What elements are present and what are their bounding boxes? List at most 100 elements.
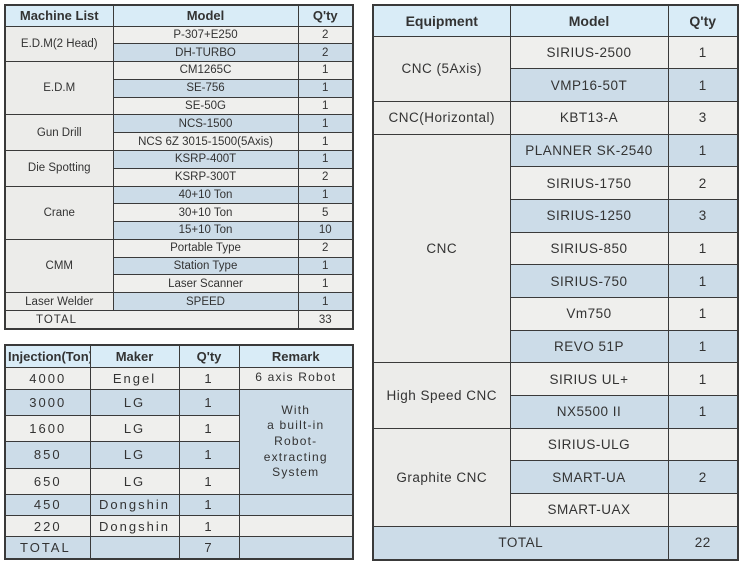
qty-cell: 1 [178, 493, 240, 517]
qty-cell: 2 [667, 166, 739, 200]
model-cell: SIRIUS UL+ [509, 362, 669, 396]
machine-list-header: Machine List Model Q'ty [4, 4, 354, 27]
maker-cell: Dongshin [89, 493, 180, 517]
qty-cell: 1 [297, 292, 354, 311]
table-row: Station Type 1 [5, 256, 354, 276]
remark-cell [238, 515, 354, 538]
column-header: Remark [238, 344, 354, 368]
table-row: 450 Dongshin 1 [4, 493, 354, 517]
qty-cell: 2 [297, 25, 354, 45]
model-cell: 30+10 Ton [112, 203, 299, 223]
total-row: TOTAL 22 [372, 525, 739, 561]
qty-cell: 2 [667, 460, 739, 494]
qty-cell: 2 [297, 43, 354, 63]
equipment-header: Equipment Model Q'ty [372, 4, 739, 37]
qty-cell: 1 [667, 296, 739, 331]
table-row: CNC(Horizontal) KBT13-A 3 [372, 100, 739, 135]
table-row: Laser Welder SPEED 1 [4, 292, 354, 311]
model-cell: SIRIUS-850 [509, 231, 669, 266]
group-cell: CNC(Horizontal) [372, 100, 511, 135]
group-cell: CNC [372, 133, 511, 364]
ton-cell: 1600 [4, 414, 91, 443]
qty-cell: 10 [297, 221, 354, 240]
group-cell: Graphite CNC [372, 427, 511, 527]
group-cell: Crane [4, 185, 114, 240]
model-cell: Laser Scanner [112, 274, 299, 294]
remark-cell: With a built-in Robot- extracting System [238, 388, 354, 495]
table-row: High Speed CNC SIRIUS UL+ 1 [372, 362, 739, 429]
injection-body: 4000 Engel 1 6 axis Robot 3000 LG 1 With a buil… [4, 366, 354, 560]
model-cell: Portable Type [112, 238, 299, 258]
column-header: Q'ty [667, 4, 739, 37]
qty-cell: 1 [178, 388, 240, 416]
table-row: VMP16-50T 1 [373, 68, 739, 102]
total-label-cell: TOTAL [4, 310, 299, 330]
qty-cell: 3 [667, 100, 739, 135]
group-cell: CNC (5Axis) [372, 35, 511, 102]
column-header: Machine List [4, 4, 114, 27]
model-cell: Station Type [112, 256, 299, 276]
table-row: Gun Drill NCS-1500 1 [4, 114, 354, 151]
model-cell: SIRIUS-750 [509, 264, 669, 298]
qty-cell [667, 427, 739, 462]
table-row: E.D.M CM1265C 1 [4, 61, 354, 116]
model-cell: SE-756 [112, 78, 299, 98]
machine-list-body: E.D.M(2 Head) P-307+E250 2 DH-TURBO 2 E.D.M CM… [4, 25, 354, 330]
total-row: TOTAL 7 [4, 536, 354, 560]
qty-cell: 1 [297, 61, 354, 80]
maker-cell [89, 536, 180, 560]
equipment-body: CNC (5Axis) SIRIUS-2500 1 VMP16-50T 1 CNC(Hor… [372, 35, 739, 561]
table-row: Die Spotting KSRP-400T 1 [4, 149, 354, 187]
group-cell: E.D.M [4, 61, 114, 116]
machine-list-panel: Machine List Model Q'ty E.D.M(2 Head) P-307… [4, 4, 354, 330]
maker-cell: LG [89, 441, 180, 469]
model-cell: Vm750 [509, 296, 669, 331]
qty-cell: 1 [178, 441, 240, 469]
qty-cell: 1 [667, 231, 739, 266]
table-row: NCS 6Z 3015-1500(5Axis) 1 [5, 132, 354, 151]
column-header: Injection(Ton) [4, 344, 91, 368]
qty-cell: 1 [297, 132, 354, 151]
model-cell: REVO 51P [509, 329, 669, 364]
header-row: Equipment Model Q'ty [372, 4, 739, 37]
qty-cell: 1 [297, 114, 354, 134]
qty-cell: 1 [667, 362, 739, 396]
group-cell: CMM [4, 238, 114, 294]
table-row: DH-TURBO 2 [5, 43, 354, 63]
qty-cell: 1 [178, 366, 240, 390]
maker-cell: LG [89, 467, 180, 495]
table-row: E.D.M(2 Head) P-307+E250 2 [4, 25, 354, 63]
model-cell: DH-TURBO [112, 43, 299, 63]
qty-cell: 1 [667, 394, 739, 429]
qty-cell: 3 [667, 198, 739, 233]
model-cell: NX5500 II [509, 394, 669, 429]
model-cell: 15+10 Ton [112, 221, 299, 240]
table-row: Laser Scanner 1 [5, 274, 354, 294]
model-cell: SIRIUS-1250 [509, 198, 669, 233]
ton-cell: 850 [4, 441, 91, 469]
model-cell: CM1265C [112, 61, 299, 80]
qty-cell: 2 [297, 167, 354, 187]
model-cell: VMP16-50T [509, 68, 669, 102]
qty-cell: 1 [667, 133, 739, 168]
qty-cell: 1 [297, 274, 354, 294]
maker-cell: Dongshin [89, 515, 180, 538]
table-row: Vm750 1 [373, 296, 739, 331]
maker-cell: Engel [89, 366, 180, 390]
model-cell: P-307+E250 [112, 25, 299, 45]
group-cell: Gun Drill [4, 114, 114, 151]
table-row: CMM Portable Type 2 [4, 238, 354, 294]
model-cell: PLANNER SK-2540 [509, 133, 669, 168]
table-row: 15+10 Ton 10 [5, 221, 354, 240]
model-cell: SIRIUS-1750 [509, 166, 669, 200]
column-header: Maker [89, 344, 180, 368]
table-row: SIRIUS-1750 2 [373, 166, 739, 200]
qty-cell: 1 [297, 256, 354, 276]
model-cell: SMART-UA [509, 460, 669, 494]
qty-cell: 1 [297, 78, 354, 98]
group-cell: Laser Welder [4, 292, 114, 311]
remark-cell: 6 axis Robot [238, 366, 354, 390]
table-row: Graphite CNC SIRIUS-ULG [372, 427, 739, 527]
group-cell: Die Spotting [4, 149, 114, 187]
group-cell: High Speed CNC [372, 362, 511, 429]
